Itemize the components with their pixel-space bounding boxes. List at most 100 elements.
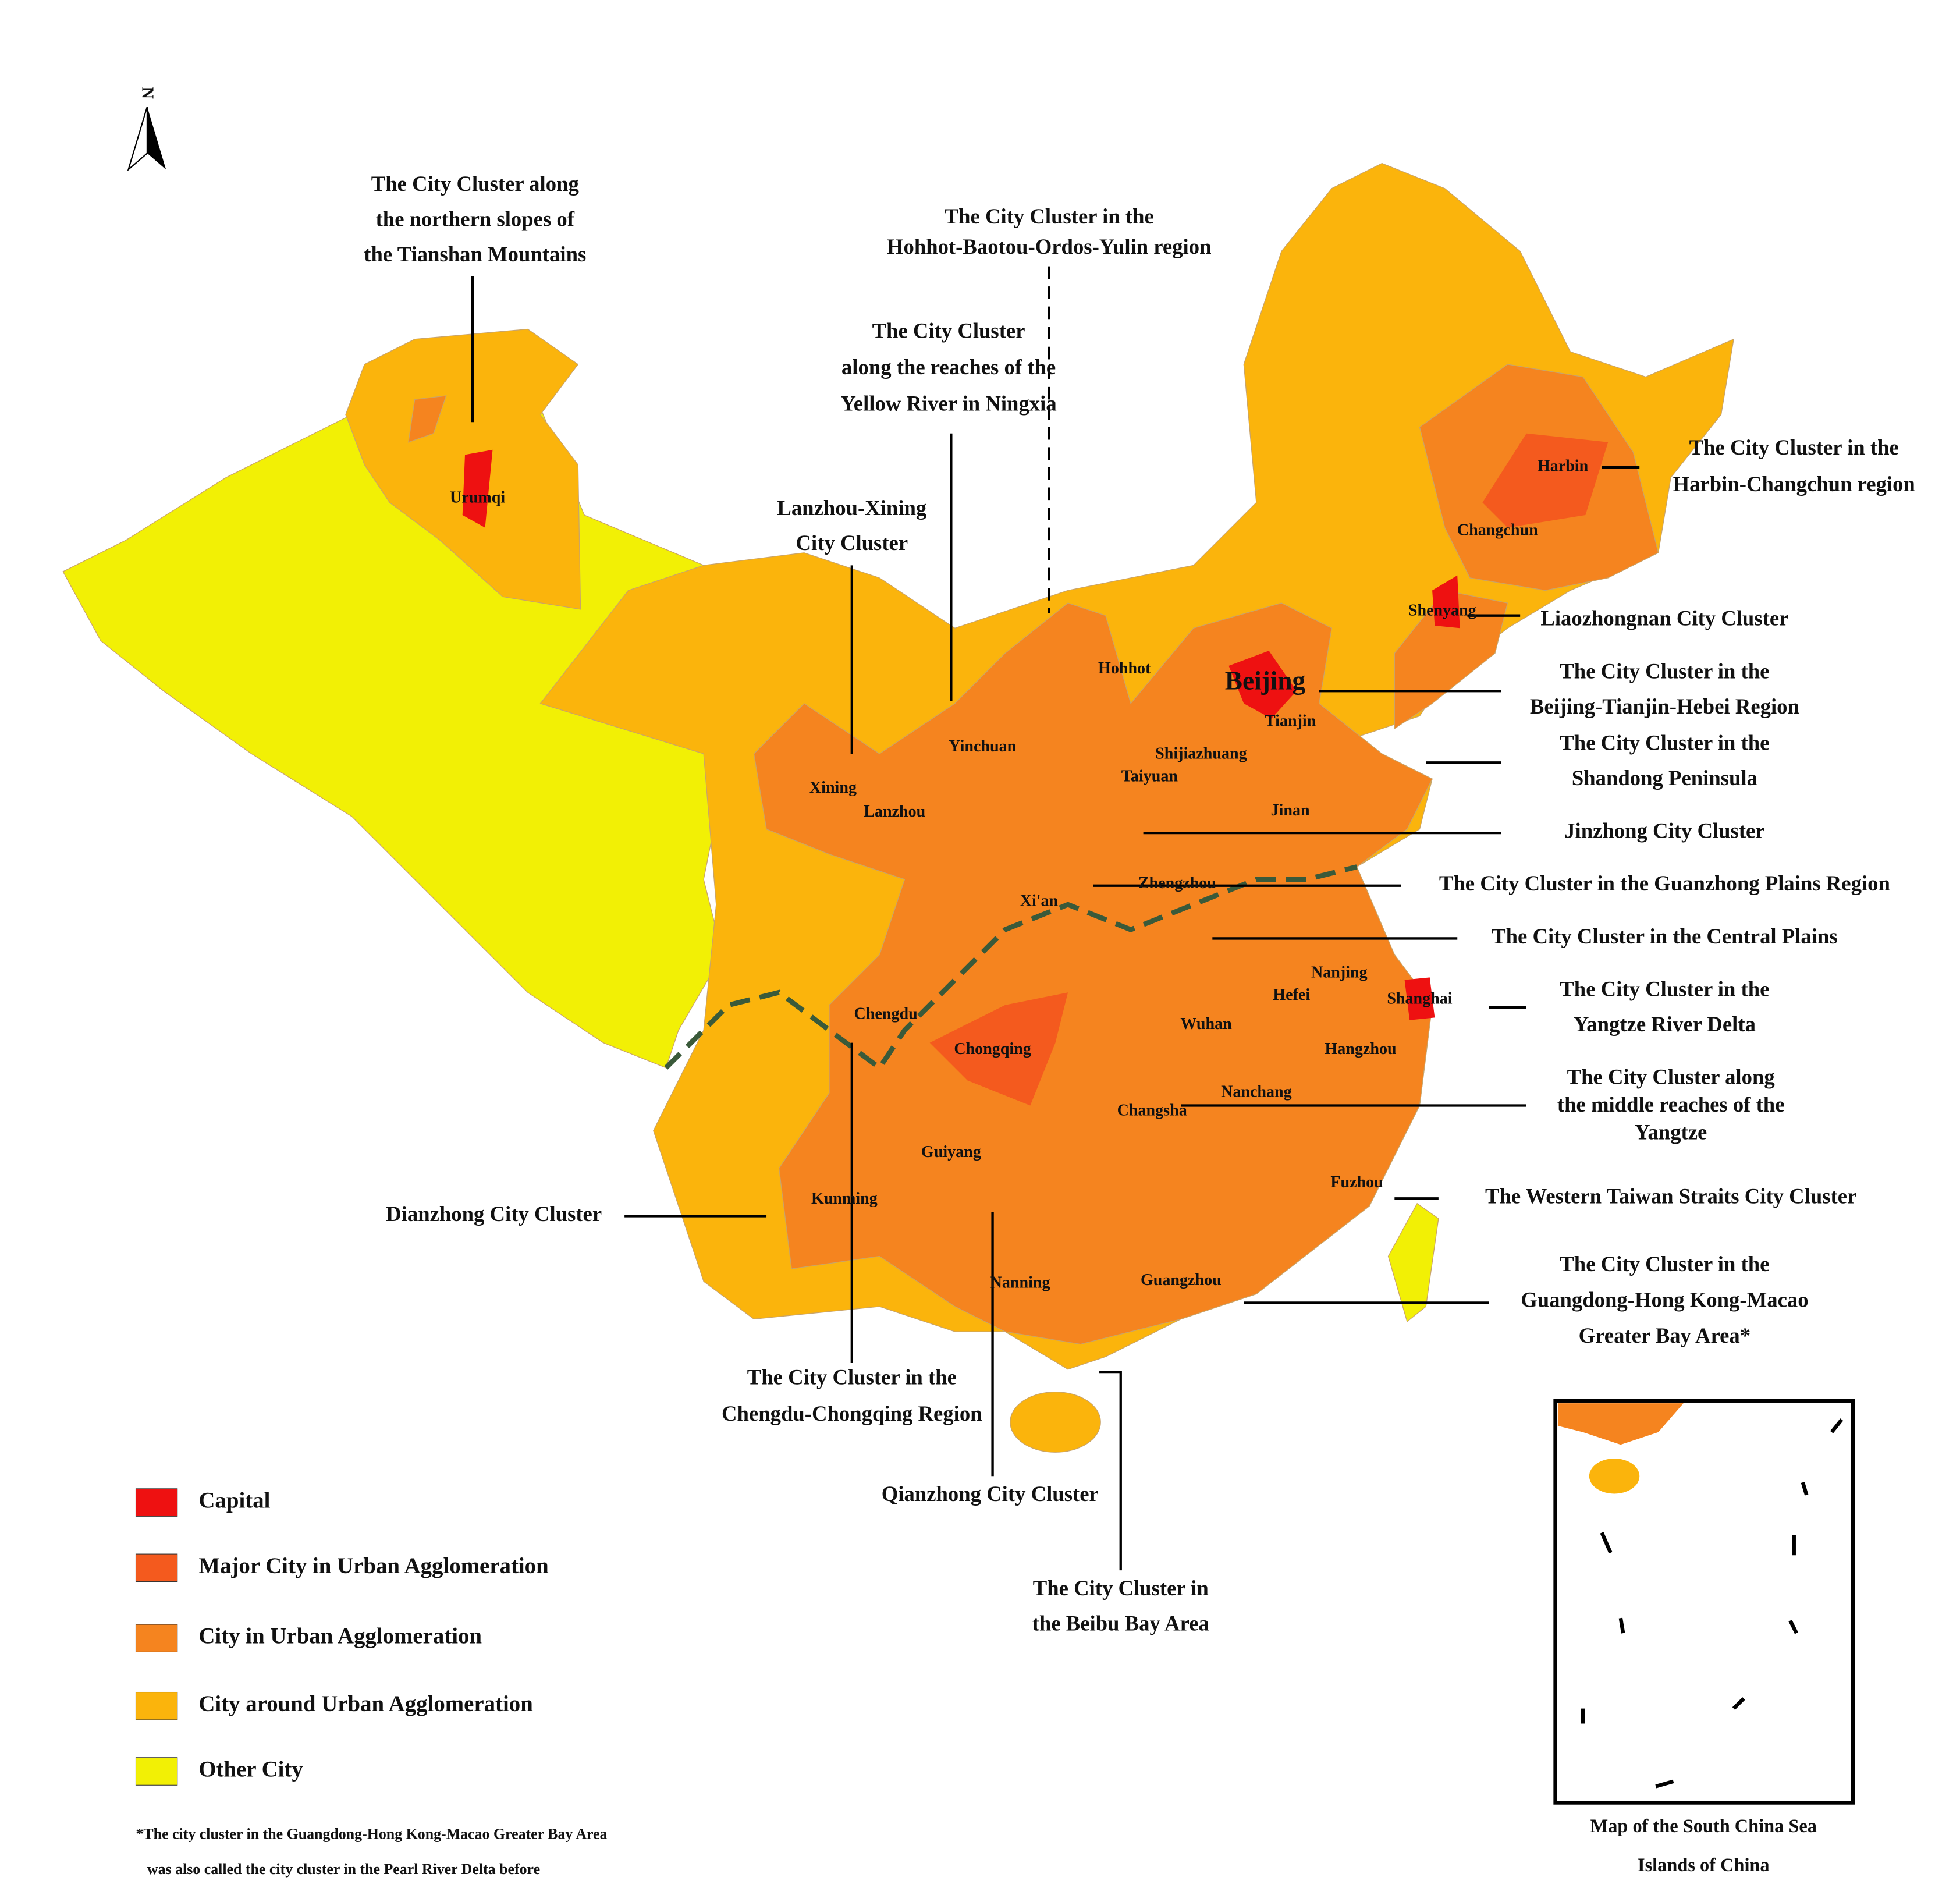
region-agglomeration — [408, 395, 447, 443]
cluster-label: Beijing-Tianjin-Hebei Region — [1530, 694, 1799, 718]
inset-hainan — [1589, 1459, 1640, 1494]
cluster-label: the Tianshan Mountains — [364, 242, 586, 266]
cluster-label: The City Cluster in the — [747, 1365, 957, 1389]
city-label: Taiyuan — [1121, 768, 1178, 786]
cluster-label: The City Cluster in the — [1560, 977, 1769, 1000]
city-label: Jinan — [1271, 801, 1310, 819]
cluster-label: Liaozhongnan City Cluster — [1540, 606, 1788, 630]
city-label: Nanning — [990, 1273, 1050, 1291]
north-arrow — [147, 107, 166, 170]
legend-label: City around Urban Agglomeration — [198, 1691, 533, 1716]
city-label: Xining — [809, 779, 857, 797]
inset-dashes — [1581, 1418, 1844, 1789]
footnote: was also called the city cluster in the … — [147, 1861, 540, 1878]
city-label: Fuzhou — [1330, 1173, 1383, 1191]
city-label: Lanzhou — [864, 803, 925, 821]
city-label: Harbin — [1538, 457, 1589, 475]
cluster-label: Guangdong-Hong Kong-Macao — [1521, 1288, 1808, 1312]
legend-swatch — [135, 1553, 178, 1582]
cluster-label: Qianzhong City Cluster — [882, 1482, 1099, 1506]
cluster-label: Yellow River in Ningxia — [840, 392, 1056, 416]
cluster-label: Dianzhong City Cluster — [386, 1202, 602, 1226]
inset-caption: Map of the South China Sea — [1590, 1816, 1817, 1837]
cluster-label: Hohhot-Baotou-Ordos-Yulin region — [887, 235, 1212, 258]
dashed-boundary — [664, 864, 1358, 1071]
taiwan — [1387, 1202, 1439, 1322]
city-label: Nanjing — [1311, 963, 1368, 981]
cluster-label: Harbin-Changchun region — [1673, 472, 1915, 496]
cluster-label: The City Cluster in — [1033, 1576, 1209, 1600]
cluster-label: The City Cluster — [872, 318, 1025, 342]
leader-line — [1099, 1370, 1122, 1571]
region-capital — [462, 449, 493, 528]
region-capital — [1404, 977, 1435, 1020]
city-label: Hangzhou — [1325, 1040, 1396, 1058]
cluster-label: Chengdu-Chongqing Region — [722, 1401, 982, 1425]
cluster-label: Yangtze River Delta — [1574, 1012, 1756, 1036]
cluster-label: The City Cluster along — [1567, 1065, 1775, 1089]
region-capital — [1228, 651, 1297, 719]
cluster-label: The City Cluster in the — [1689, 435, 1899, 459]
cluster-label: The Western Taiwan Straits City Cluster — [1485, 1184, 1856, 1208]
city-label: Yinchuan — [949, 737, 1016, 755]
footnote: *The city cluster in the Guangdong-Hong … — [136, 1826, 607, 1843]
region-capital — [1432, 575, 1460, 629]
city-label: Xi'an — [1020, 892, 1059, 910]
legend-label: Other City — [198, 1756, 303, 1782]
city-label: Hefei — [1273, 986, 1310, 1004]
city-label: Kunming — [811, 1190, 878, 1208]
cluster-label: along the reaches of the — [841, 355, 1056, 379]
cluster-label: The City Cluster in the — [1560, 659, 1769, 683]
labels: N The City Cluster along the northern slop… — [135, 87, 1915, 1878]
north-arrow — [127, 107, 148, 172]
legend-label: Capital — [198, 1488, 270, 1513]
cluster-label: Lanzhou-Xining — [777, 496, 926, 520]
cluster-label: the middle reaches of the — [1557, 1092, 1785, 1116]
legend-swatch — [135, 1757, 178, 1786]
cluster-label: The City Cluster in the — [1560, 1252, 1769, 1276]
cluster-label: Jinzhong City Cluster — [1564, 819, 1764, 843]
legend-label: City in Urban Agglomeration — [198, 1624, 482, 1649]
legend-swatch — [135, 1488, 178, 1517]
inset-frame — [1553, 1399, 1855, 1805]
inset-caption: Islands of China — [1638, 1855, 1770, 1876]
city-label: Nanchang — [1221, 1083, 1292, 1101]
north-label: N — [138, 87, 156, 99]
inset-coast — [1557, 1403, 1684, 1445]
cluster-label: the Beibu Bay Area — [1032, 1612, 1209, 1635]
city-label: Shijiazhuang — [1155, 745, 1247, 763]
region-major — [1482, 433, 1609, 528]
region-around — [345, 328, 581, 610]
map-regions — [62, 107, 1855, 1805]
city-label: Urumqi — [450, 488, 505, 506]
city-label: Beijing — [1225, 666, 1306, 695]
city-label: Changchun — [1457, 521, 1538, 539]
cluster-label: The City Cluster in the Central Plains — [1492, 924, 1837, 948]
city-label: Shenyang — [1408, 602, 1476, 620]
city-label: Guiyang — [921, 1143, 981, 1161]
city-label: Guangzhou — [1141, 1271, 1222, 1289]
city-label: Wuhan — [1180, 1015, 1232, 1033]
cluster-label: The City Cluster along — [371, 172, 579, 196]
cluster-label: the northern slopes of — [376, 207, 575, 230]
city-label: Hohhot — [1098, 659, 1151, 677]
cluster-label: The City Cluster in the Guanzhong Plains… — [1439, 871, 1890, 895]
legend-swatch — [135, 1624, 178, 1652]
hainan — [1010, 1391, 1101, 1453]
city-label: Changsha — [1117, 1102, 1187, 1120]
cluster-label: Greater Bay Area* — [1579, 1323, 1750, 1347]
legend-swatch — [135, 1691, 178, 1720]
cluster-label: City Cluster — [796, 531, 908, 555]
city-label: Zhengzhou — [1138, 874, 1216, 892]
city-label: Shanghai — [1387, 990, 1452, 1008]
city-label: Tianjin — [1265, 712, 1316, 730]
city-label: Chengdu — [854, 1005, 918, 1023]
cluster-label: Shandong Peninsula — [1572, 766, 1757, 790]
city-label: Chongqing — [954, 1040, 1031, 1058]
cluster-label: Yangtze — [1635, 1120, 1707, 1144]
cluster-label: The City Cluster in the — [945, 204, 1154, 228]
cluster-label: The City Cluster in the — [1560, 730, 1769, 754]
legend-label: Major City in Urban Agglomeration — [198, 1553, 549, 1578]
